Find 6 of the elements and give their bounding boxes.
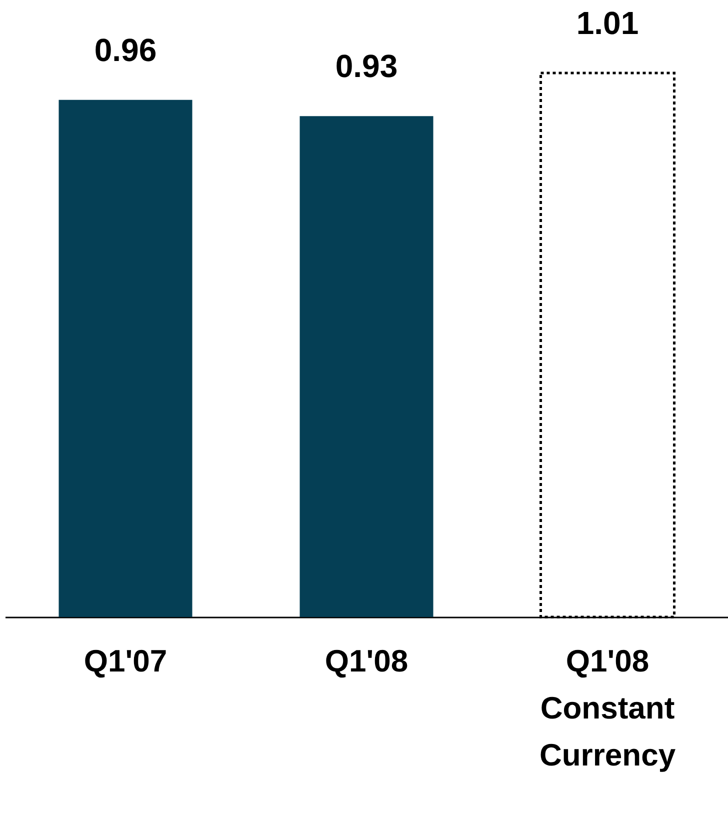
x-tick-label: Q1'08 bbox=[324, 644, 408, 678]
data-label: 0.96 bbox=[94, 32, 157, 68]
data-label: 1.01 bbox=[576, 5, 639, 41]
data-label: 0.93 bbox=[335, 48, 398, 84]
x-tick-label: Q1'08 Constant Currency bbox=[539, 644, 676, 772]
x-tick-label: Q1'07 bbox=[84, 644, 168, 678]
